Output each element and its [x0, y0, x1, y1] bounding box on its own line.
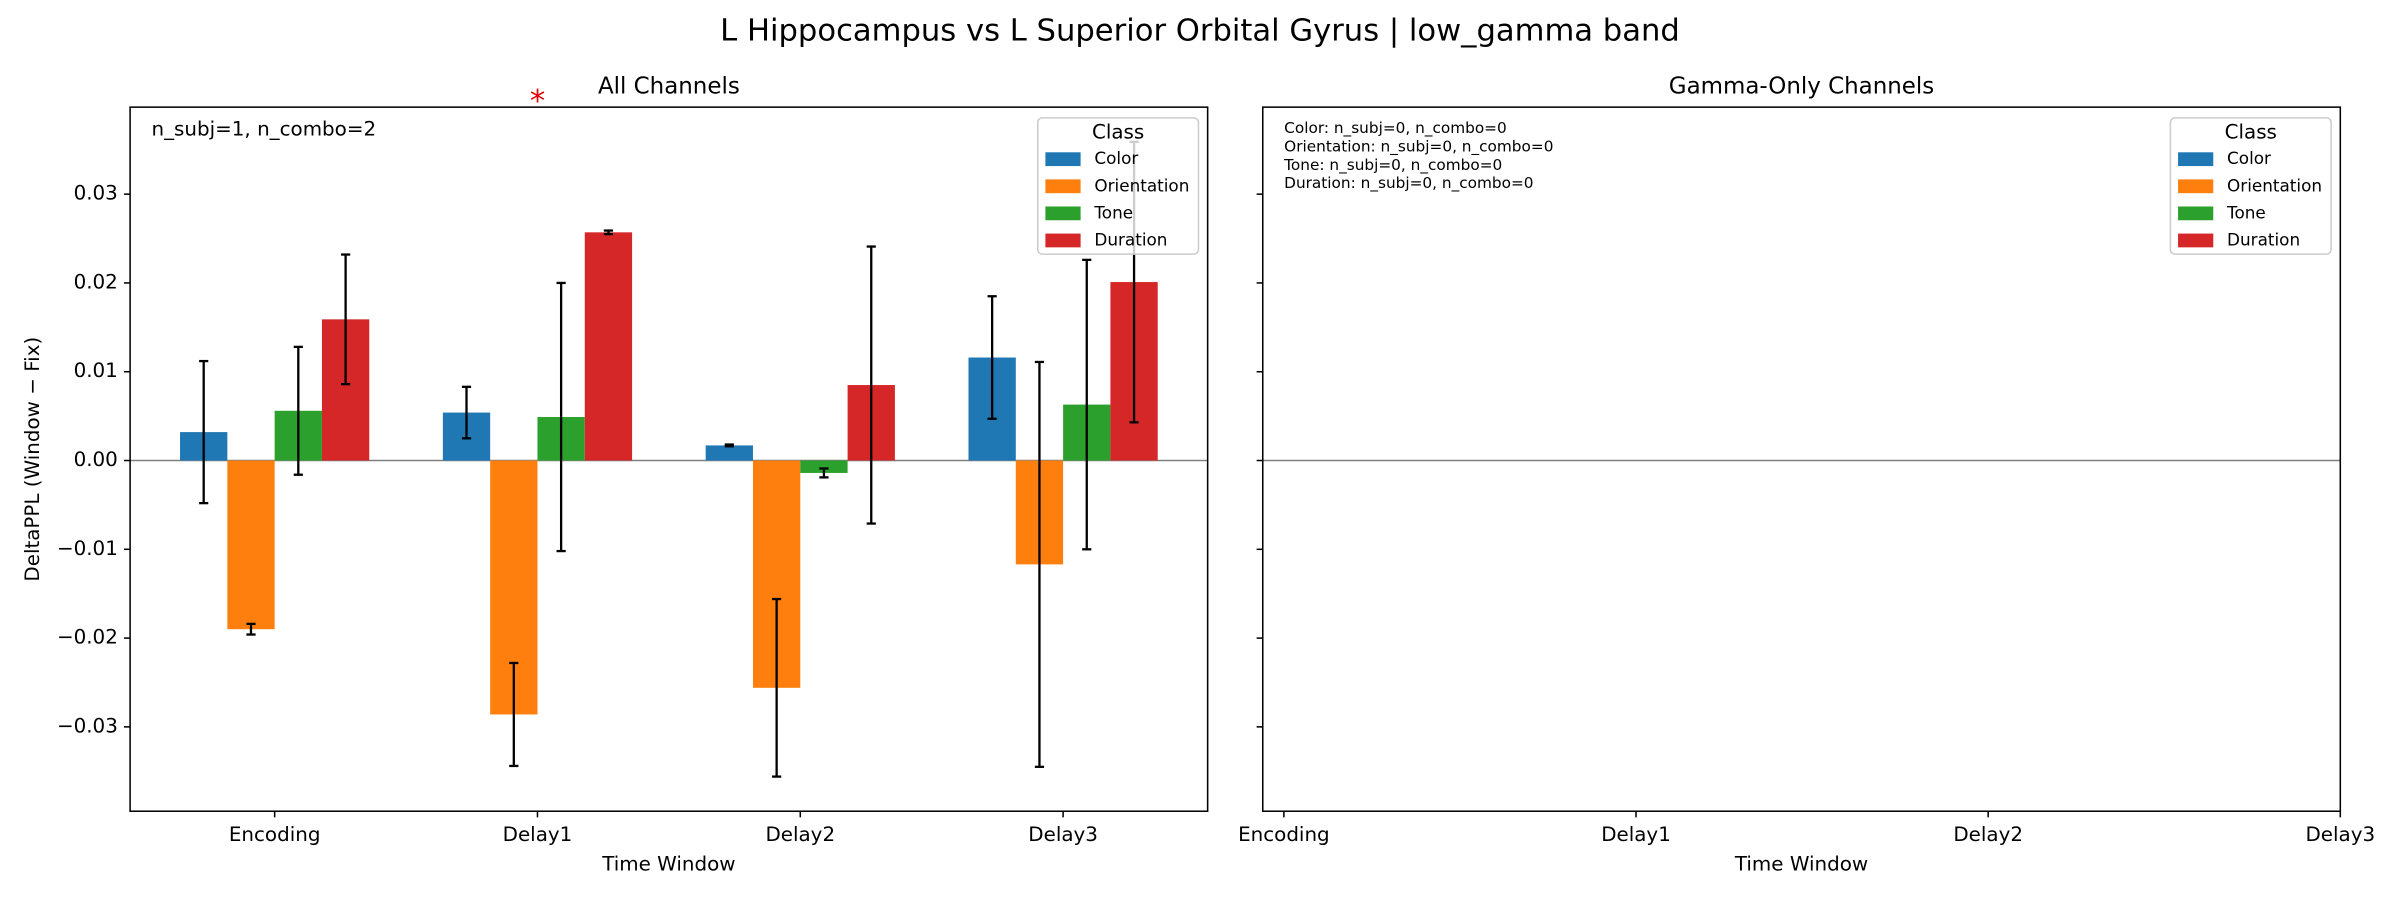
- error-bar: [293, 345, 303, 476]
- error-bar: [509, 661, 519, 768]
- legend-swatch: [2178, 206, 2214, 221]
- x-tick-label: Delay2: [765, 823, 835, 846]
- annotation: Tone: n_subj=0, n_combo=0: [1283, 156, 1502, 175]
- error-bar: [341, 253, 351, 386]
- panel-title: Gamma-Only Channels: [1669, 74, 1934, 100]
- x-tick-label: Delay3: [2305, 823, 2375, 846]
- annotation: Orientation: n_subj=0, n_combo=0: [1284, 137, 1553, 156]
- legend-label: Color: [2227, 148, 2271, 168]
- bar: [705, 445, 753, 461]
- error-bar: [1034, 360, 1045, 768]
- y-tick-label: −0.01: [57, 537, 118, 560]
- legend-swatch: [1045, 152, 1081, 167]
- legend-title: Class: [2225, 121, 2277, 144]
- x-axis-label: Time Window: [601, 852, 735, 875]
- x-tick-label: Encoding: [1238, 823, 1330, 846]
- x-axis-label: Time Window: [1734, 852, 1868, 875]
- y-tick-label: −0.03: [57, 714, 118, 737]
- legend-label: Color: [1094, 148, 1138, 168]
- x-tick-label: Delay1: [1601, 823, 1671, 846]
- axes-frame: [1261, 106, 2342, 812]
- x-tick-label: Delay3: [1028, 823, 1098, 846]
- legend-swatch: [1045, 206, 1081, 221]
- legend-swatch: [2178, 233, 2214, 248]
- x-tick-label: Delay1: [503, 823, 573, 846]
- annotation: Color: n_subj=0, n_combo=0: [1284, 119, 1507, 138]
- error-bar: [819, 467, 829, 479]
- error-bar: [556, 281, 566, 553]
- legend-label: Tone: [2226, 202, 2266, 222]
- y-tick-label: 0.01: [74, 359, 118, 382]
- legend-label: Orientation: [1094, 175, 1189, 195]
- legend-label: Duration: [1094, 229, 1167, 249]
- error-bar: [199, 359, 209, 505]
- bar: [800, 460, 848, 473]
- y-tick-label: −0.02: [57, 626, 118, 649]
- legend-label: Duration: [2227, 229, 2300, 249]
- legend-swatch: [2178, 179, 2214, 194]
- significance-marker: *: [530, 84, 545, 119]
- error-bar: [987, 295, 997, 420]
- legend-label: Tone: [1093, 202, 1133, 222]
- legend-swatch: [2178, 152, 2214, 167]
- bar: [227, 460, 275, 630]
- error-bar: [1082, 258, 1092, 551]
- y-tick-label: 0.02: [74, 270, 118, 293]
- legend-swatch: [1045, 179, 1081, 194]
- x-tick-label: Encoding: [229, 823, 321, 846]
- error-bar: [603, 229, 614, 236]
- axes-frame: [129, 106, 1209, 812]
- error-bar: [461, 385, 472, 440]
- error-bar: [246, 622, 256, 636]
- legend-label: Orientation: [2227, 175, 2322, 195]
- legend-swatch: [1045, 233, 1081, 248]
- x-tick-label: Delay2: [1953, 823, 2023, 846]
- legend-title: Class: [1092, 121, 1144, 144]
- error-bar: [724, 443, 734, 448]
- y-tick-label: 0.00: [74, 448, 118, 471]
- panel-title: All Channels: [598, 74, 740, 100]
- bar: [584, 232, 633, 461]
- error-bar: [866, 245, 876, 525]
- y-axis-label: DeltaPPL (Window − Fix): [21, 337, 44, 582]
- suptitle: L Hippocampus vs L Superior Orbital Gyru…: [720, 14, 1680, 49]
- annotation: Duration: n_subj=0, n_combo=0: [1284, 174, 1533, 193]
- y-tick-label: 0.03: [74, 182, 118, 205]
- error-bar: [772, 597, 782, 778]
- annotation: n_subj=1, n_combo=2: [152, 118, 377, 141]
